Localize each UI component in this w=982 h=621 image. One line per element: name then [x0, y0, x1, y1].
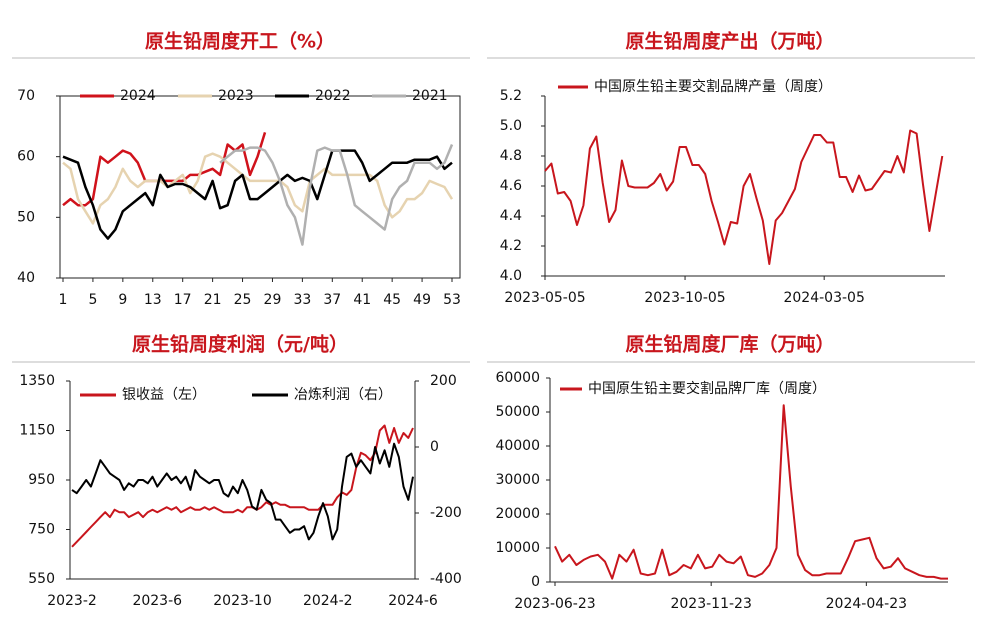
- legend-label: 中国原生铅主要交割品牌产量（周度）: [594, 78, 832, 95]
- x-tick-label: 2023-6: [132, 593, 182, 609]
- x-tick-label: 2023-10: [213, 593, 272, 609]
- x-tick-label: 29: [264, 292, 282, 308]
- x-tick-label: 2023-10-05: [644, 290, 725, 306]
- y-tick-label: 60: [17, 149, 35, 165]
- x-tick-label: 13: [144, 292, 162, 308]
- series-line: [62, 152, 454, 225]
- x-tick-label: 2024-6: [388, 593, 438, 609]
- legend-label: 2022: [315, 88, 351, 104]
- y-tick-label: 4.4: [500, 208, 522, 224]
- y-tick-label: 5.0: [500, 118, 522, 134]
- series-line: [62, 149, 453, 240]
- y-tick-label: 40000: [495, 438, 540, 454]
- y-tick-label: 4.8: [500, 148, 522, 164]
- legend-label: 中国原生铅主要交割品牌厂库（周度）: [588, 380, 826, 397]
- y-tick-label: 4.0: [500, 268, 522, 284]
- y-tick-label: 10000: [495, 540, 540, 556]
- series-line: [71, 442, 414, 541]
- series-line: [554, 404, 948, 580]
- x-tick-label: 33: [293, 292, 311, 308]
- y-tick-label: 1350: [19, 373, 55, 389]
- series-line: [544, 129, 944, 265]
- y-tick-label: 0: [430, 439, 439, 455]
- y-tick-label: 200: [430, 373, 457, 389]
- x-tick-label: 2024-2: [303, 593, 353, 609]
- x-tick-label: 45: [383, 292, 401, 308]
- x-tick-label: 49: [413, 292, 431, 308]
- chart-title: 原生铅周度开工（%）: [145, 30, 335, 53]
- y-tick-label: 5.2: [500, 88, 522, 104]
- x-tick-label: 2023-11-23: [670, 596, 751, 612]
- y-tick-label: 70: [17, 88, 35, 104]
- x-tick-label: 5: [88, 292, 97, 308]
- legend-label: 冶炼利润（右）: [294, 387, 392, 403]
- x-tick-label: 53: [443, 292, 461, 308]
- x-tick-label: 2024-04-23: [826, 596, 907, 612]
- x-tick-label: 2023-06-23: [514, 596, 595, 612]
- y-tick-label: -400: [430, 571, 462, 587]
- x-tick-label: 25: [234, 292, 252, 308]
- y-tick-label: 4.2: [500, 238, 522, 254]
- x-tick-label: 21: [204, 292, 222, 308]
- y-tick-label: 550: [28, 571, 55, 587]
- x-tick-label: 2023-2: [47, 593, 97, 609]
- legend-label: 2024: [120, 88, 156, 104]
- y-tick-label: 30000: [495, 472, 540, 488]
- x-tick-label: 1: [59, 292, 68, 308]
- y-tick-label: 40: [17, 270, 35, 286]
- chart-title: 原生铅周度利润（元/吨）: [132, 333, 348, 356]
- x-tick-label: 41: [353, 292, 371, 308]
- x-tick-label: 17: [174, 292, 192, 308]
- chart-title: 原生铅周度产出（万吨）: [625, 30, 834, 53]
- x-tick-label: 37: [323, 292, 341, 308]
- y-tick-label: 750: [28, 522, 55, 538]
- y-tick-label: 50: [17, 209, 35, 225]
- legend-label: 2023: [218, 88, 254, 104]
- series-line: [219, 144, 454, 246]
- y-tick-label: 50000: [495, 404, 540, 420]
- chart-title: 原生铅周度厂库（万吨）: [625, 333, 834, 356]
- y-tick-label: 1150: [19, 423, 55, 439]
- y-tick-label: 0: [531, 574, 540, 590]
- plot-frame: [59, 95, 461, 279]
- y-tick-label: -200: [430, 505, 462, 521]
- legend-label: 银收益（左）: [122, 387, 206, 403]
- legend-label: 2021: [412, 88, 448, 104]
- y-tick-label: 20000: [495, 506, 540, 522]
- y-tick-label: 950: [28, 472, 55, 488]
- x-tick-label: 9: [118, 292, 127, 308]
- x-tick-label: 2023-05-05: [504, 290, 585, 306]
- y-tick-label: 4.6: [500, 178, 522, 194]
- y-tick-label: 60000: [495, 370, 540, 386]
- x-tick-label: 2024-03-05: [783, 290, 864, 306]
